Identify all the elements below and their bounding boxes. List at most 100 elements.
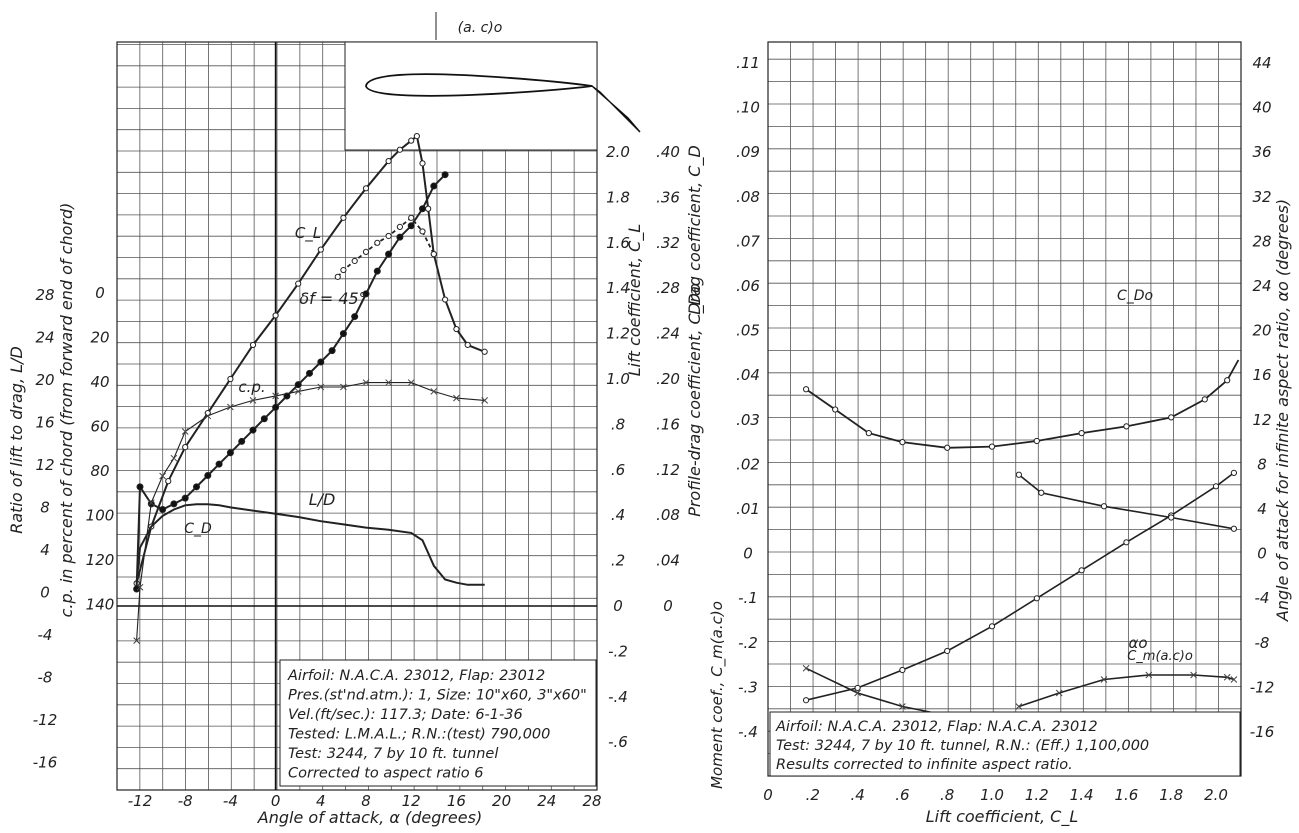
right-tick-cl: 1.4: [606, 279, 630, 297]
left-note-line: Pres.(st'nd.atm.): 1, Size: 10"x60, 3"x6…: [288, 688, 587, 704]
series-cd-point: [136, 483, 144, 491]
series-cp-point: [272, 392, 279, 400]
label-cp: c.p.: [238, 378, 265, 396]
series-cm-flap-point: [1145, 671, 1153, 679]
left-tick-ld: -16: [33, 754, 58, 772]
left-tick-cp: 60: [90, 418, 109, 436]
right-note-rect: [769, 711, 1241, 777]
right-chart-left-tick: 0: [743, 545, 753, 563]
series-alpha0-point: [899, 666, 906, 674]
x-tick-alpha: -12: [128, 792, 153, 810]
left-note-line: Tested: L.M.A.L.; R.N.:(test) 790,000: [288, 727, 550, 743]
x-tick-cl: 2.0: [1204, 786, 1228, 804]
right-chart-left-tick: .10: [736, 99, 760, 117]
right-tick-cl: 1.8: [606, 188, 630, 206]
right-grid: [767, 42, 1242, 777]
left-note-rect: [279, 659, 597, 787]
series-cd-point: [215, 460, 223, 468]
series-cp-point: [385, 379, 392, 386]
series-cd-point: [385, 250, 393, 258]
left-note-line: Vel.(ft/sec.): 117.3; Date: 6-1-36: [288, 707, 523, 723]
right-tick-cl: 2.0: [606, 143, 630, 161]
series-cdo-point: [1078, 430, 1085, 437]
series-cd-point: [328, 347, 336, 355]
x-tick-alpha: 20: [492, 792, 511, 810]
x-tick-cl: 1.8: [1159, 786, 1183, 804]
series-cp-point: [170, 454, 178, 462]
series-cm-flap-point: [1223, 673, 1231, 681]
series-cl-point: [408, 137, 415, 144]
left-note-line: Corrected to aspect ratio 6: [288, 766, 484, 782]
right-tick-cl: 1.2: [606, 325, 630, 343]
left-tick-ld: 4: [40, 541, 50, 559]
left-tick-cp: 140: [86, 596, 115, 614]
right-tick-cl: 0: [613, 597, 623, 615]
x-tick-alpha: 12: [402, 792, 421, 810]
series-cm-point: [899, 703, 906, 710]
label-flap: δf = 45°: [299, 289, 366, 308]
right-tick-cl: 1.0: [606, 370, 630, 388]
series-cdo-point: [865, 430, 872, 437]
series-cm-flap-line: [1018, 674, 1235, 708]
series-cm-flap-point: [1100, 676, 1108, 683]
series-alpha0-point: [1230, 469, 1238, 476]
right-chart-right-tick: 16: [1252, 366, 1271, 384]
right-chart-left-tick: .05: [736, 322, 760, 340]
label-cl: C_L: [295, 224, 321, 243]
series-cp-line: [136, 382, 485, 641]
series-cl-point: [385, 157, 392, 165]
left-tick-cp: 0: [95, 284, 105, 302]
series-flap-point: [430, 251, 437, 258]
right-chart-left-tick: .03: [736, 411, 760, 429]
series-cl-point: [419, 160, 426, 167]
right-tick-cl: .6: [611, 461, 625, 479]
series-cp-point: [453, 394, 460, 402]
series-flap-point: [408, 214, 415, 221]
right-note-line: Test: 3244, 7 by 10 ft. tunnel, R.N.: (E…: [776, 738, 1149, 754]
x-tick-cl: 0: [763, 786, 773, 804]
series-cl-point: [272, 312, 279, 319]
x-tick-cl: 1.2: [1025, 786, 1049, 804]
series-cp-point: [136, 583, 144, 591]
right-chart-left-tick: .11: [736, 54, 760, 72]
label-cdo: C_Do: [1117, 288, 1153, 304]
series-cl-point: [464, 341, 471, 349]
series-cd-point: [294, 381, 302, 389]
series-cdo-point: [988, 443, 996, 450]
series-cp-point: [159, 472, 166, 480]
series-cd-point: [373, 267, 381, 275]
series-cdo-point: [1201, 396, 1208, 403]
series-flap-point: [351, 257, 358, 265]
series-cl-point: [481, 348, 488, 355]
series-flap-point: [396, 223, 403, 231]
right-chart-left-tick: .07: [736, 232, 760, 250]
series-cd-point: [351, 313, 359, 321]
right-chart-left-tick: .02: [736, 455, 760, 473]
series-cp-point: [249, 396, 257, 404]
series-cp-point: [340, 383, 347, 391]
right-chart-left-tick: -.4: [738, 723, 758, 741]
left-tick-ld: 16: [35, 414, 54, 432]
series-cl-point: [295, 280, 302, 287]
series-cdo-point: [1224, 377, 1231, 384]
left-tick-ld: -8: [38, 669, 53, 687]
right-chart-left-tick: .09: [736, 143, 760, 161]
series-alpha0-point: [854, 684, 861, 692]
series-cl-line: [135, 134, 486, 584]
right-tick-cd: 0: [663, 597, 673, 615]
right-chart-right-tick: 44: [1252, 54, 1271, 72]
series-cp-point: [362, 379, 370, 386]
left-axis-ld-label: Ratio of lift to drag, L/D: [7, 346, 26, 534]
label-alpha0: αo: [1128, 634, 1147, 652]
x-tick-cl: 1.6: [1114, 786, 1138, 804]
series-cl-point: [453, 325, 460, 333]
series-cdo-flap-point: [1038, 489, 1045, 496]
series-alpha0-point: [988, 623, 996, 630]
x-tick-cl: .2: [806, 786, 820, 804]
right-chart-right-tick: -12: [1250, 678, 1275, 696]
right-note-line: Results corrected to infinite aspect rat…: [776, 757, 1073, 773]
series-cp-point: [133, 637, 140, 645]
series-cd-point: [249, 426, 257, 434]
series-flap-point: [362, 248, 370, 255]
left-tick-cp: 40: [90, 373, 109, 391]
